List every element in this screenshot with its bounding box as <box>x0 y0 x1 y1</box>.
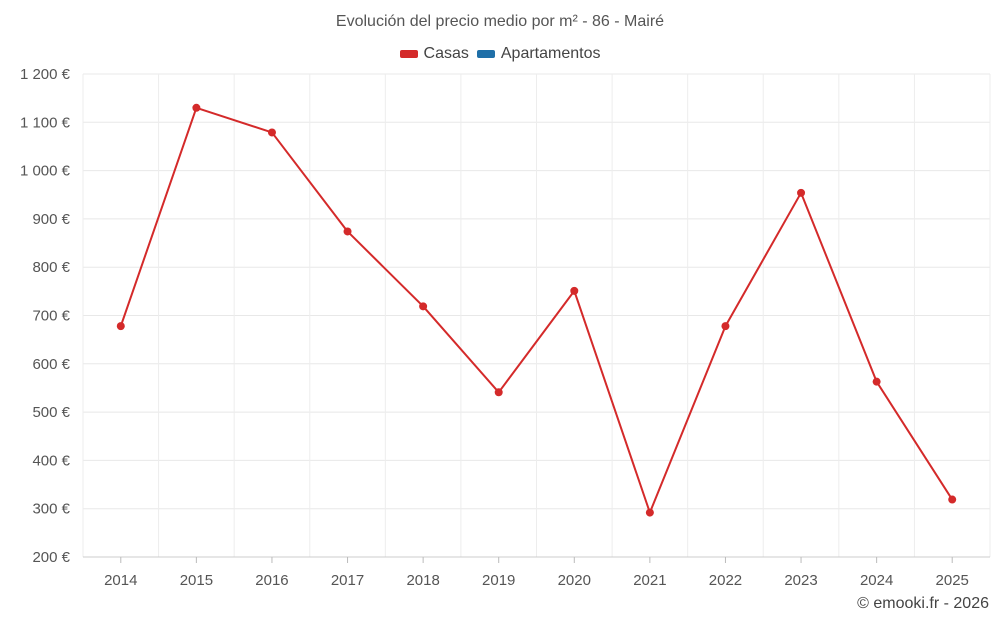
data-point <box>721 322 730 331</box>
series-group <box>116 103 957 517</box>
y-tick-label: 700 € <box>32 308 70 325</box>
data-point <box>797 188 806 197</box>
y-tick-label: 800 € <box>32 259 70 276</box>
chart-title: Evolución del precio medio por m² - 86 -… <box>335 13 665 30</box>
x-tick-label: 2025 <box>936 572 969 589</box>
x-tick-label: 2022 <box>709 572 742 589</box>
y-tick-label: 300 € <box>32 501 70 518</box>
series-line-casas <box>119 106 954 514</box>
data-point <box>645 508 654 517</box>
data-point <box>419 302 428 311</box>
data-point <box>570 286 579 295</box>
x-tick-label: 2019 <box>482 572 515 589</box>
y-tick-label: 1 100 € <box>20 114 71 131</box>
x-tick-label: 2023 <box>784 572 817 589</box>
legend-label-apartamentos: Apartamentos <box>500 45 601 62</box>
legend-item-casas[interactable]: Casas <box>399 45 469 63</box>
credit-text: © emooki.fr - 2026 <box>857 595 989 612</box>
x-tick-label: 2015 <box>180 572 213 589</box>
y-tick-label: 600 € <box>32 356 70 373</box>
x-tick-label: 2021 <box>633 572 666 589</box>
x-tick-label: 2017 <box>331 572 364 589</box>
legend: Casas Apartamentos <box>0 45 1000 63</box>
y-tick-label: 400 € <box>32 452 70 469</box>
data-point <box>494 388 503 397</box>
y-tick-label: 1 200 € <box>20 66 71 83</box>
data-point <box>192 103 201 112</box>
x-tick-label: 2016 <box>255 572 288 589</box>
data-point <box>343 227 352 236</box>
data-point <box>872 377 881 386</box>
legend-swatch-apartamentos <box>476 50 495 58</box>
data-point <box>948 495 957 504</box>
y-tick-label: 1 000 € <box>20 163 71 180</box>
y-tick-label: 500 € <box>32 404 70 421</box>
legend-item-apartamentos[interactable]: Apartamentos <box>476 45 601 63</box>
data-point <box>267 128 276 137</box>
x-tick-label: 2020 <box>558 572 591 589</box>
y-tick-label: 900 € <box>32 211 70 228</box>
grid-lines <box>82 73 991 557</box>
x-tick-label: 2024 <box>860 572 893 589</box>
legend-label-casas: Casas <box>423 45 469 62</box>
x-axis-ticks: 2014 2015 2016 2017 2018 2019 2020 2021 2022 2023… <box>104 557 969 589</box>
legend-swatch-casas <box>399 50 418 58</box>
x-tick-label: 2018 <box>406 572 439 589</box>
data-point <box>116 322 125 331</box>
y-axis-ticks: 200 € 300 € 400 € 500 € 600 € 700 € 800 € 900 €… <box>20 66 71 566</box>
y-tick-label: 200 € <box>32 549 70 566</box>
x-tick-label: 2014 <box>104 572 137 589</box>
